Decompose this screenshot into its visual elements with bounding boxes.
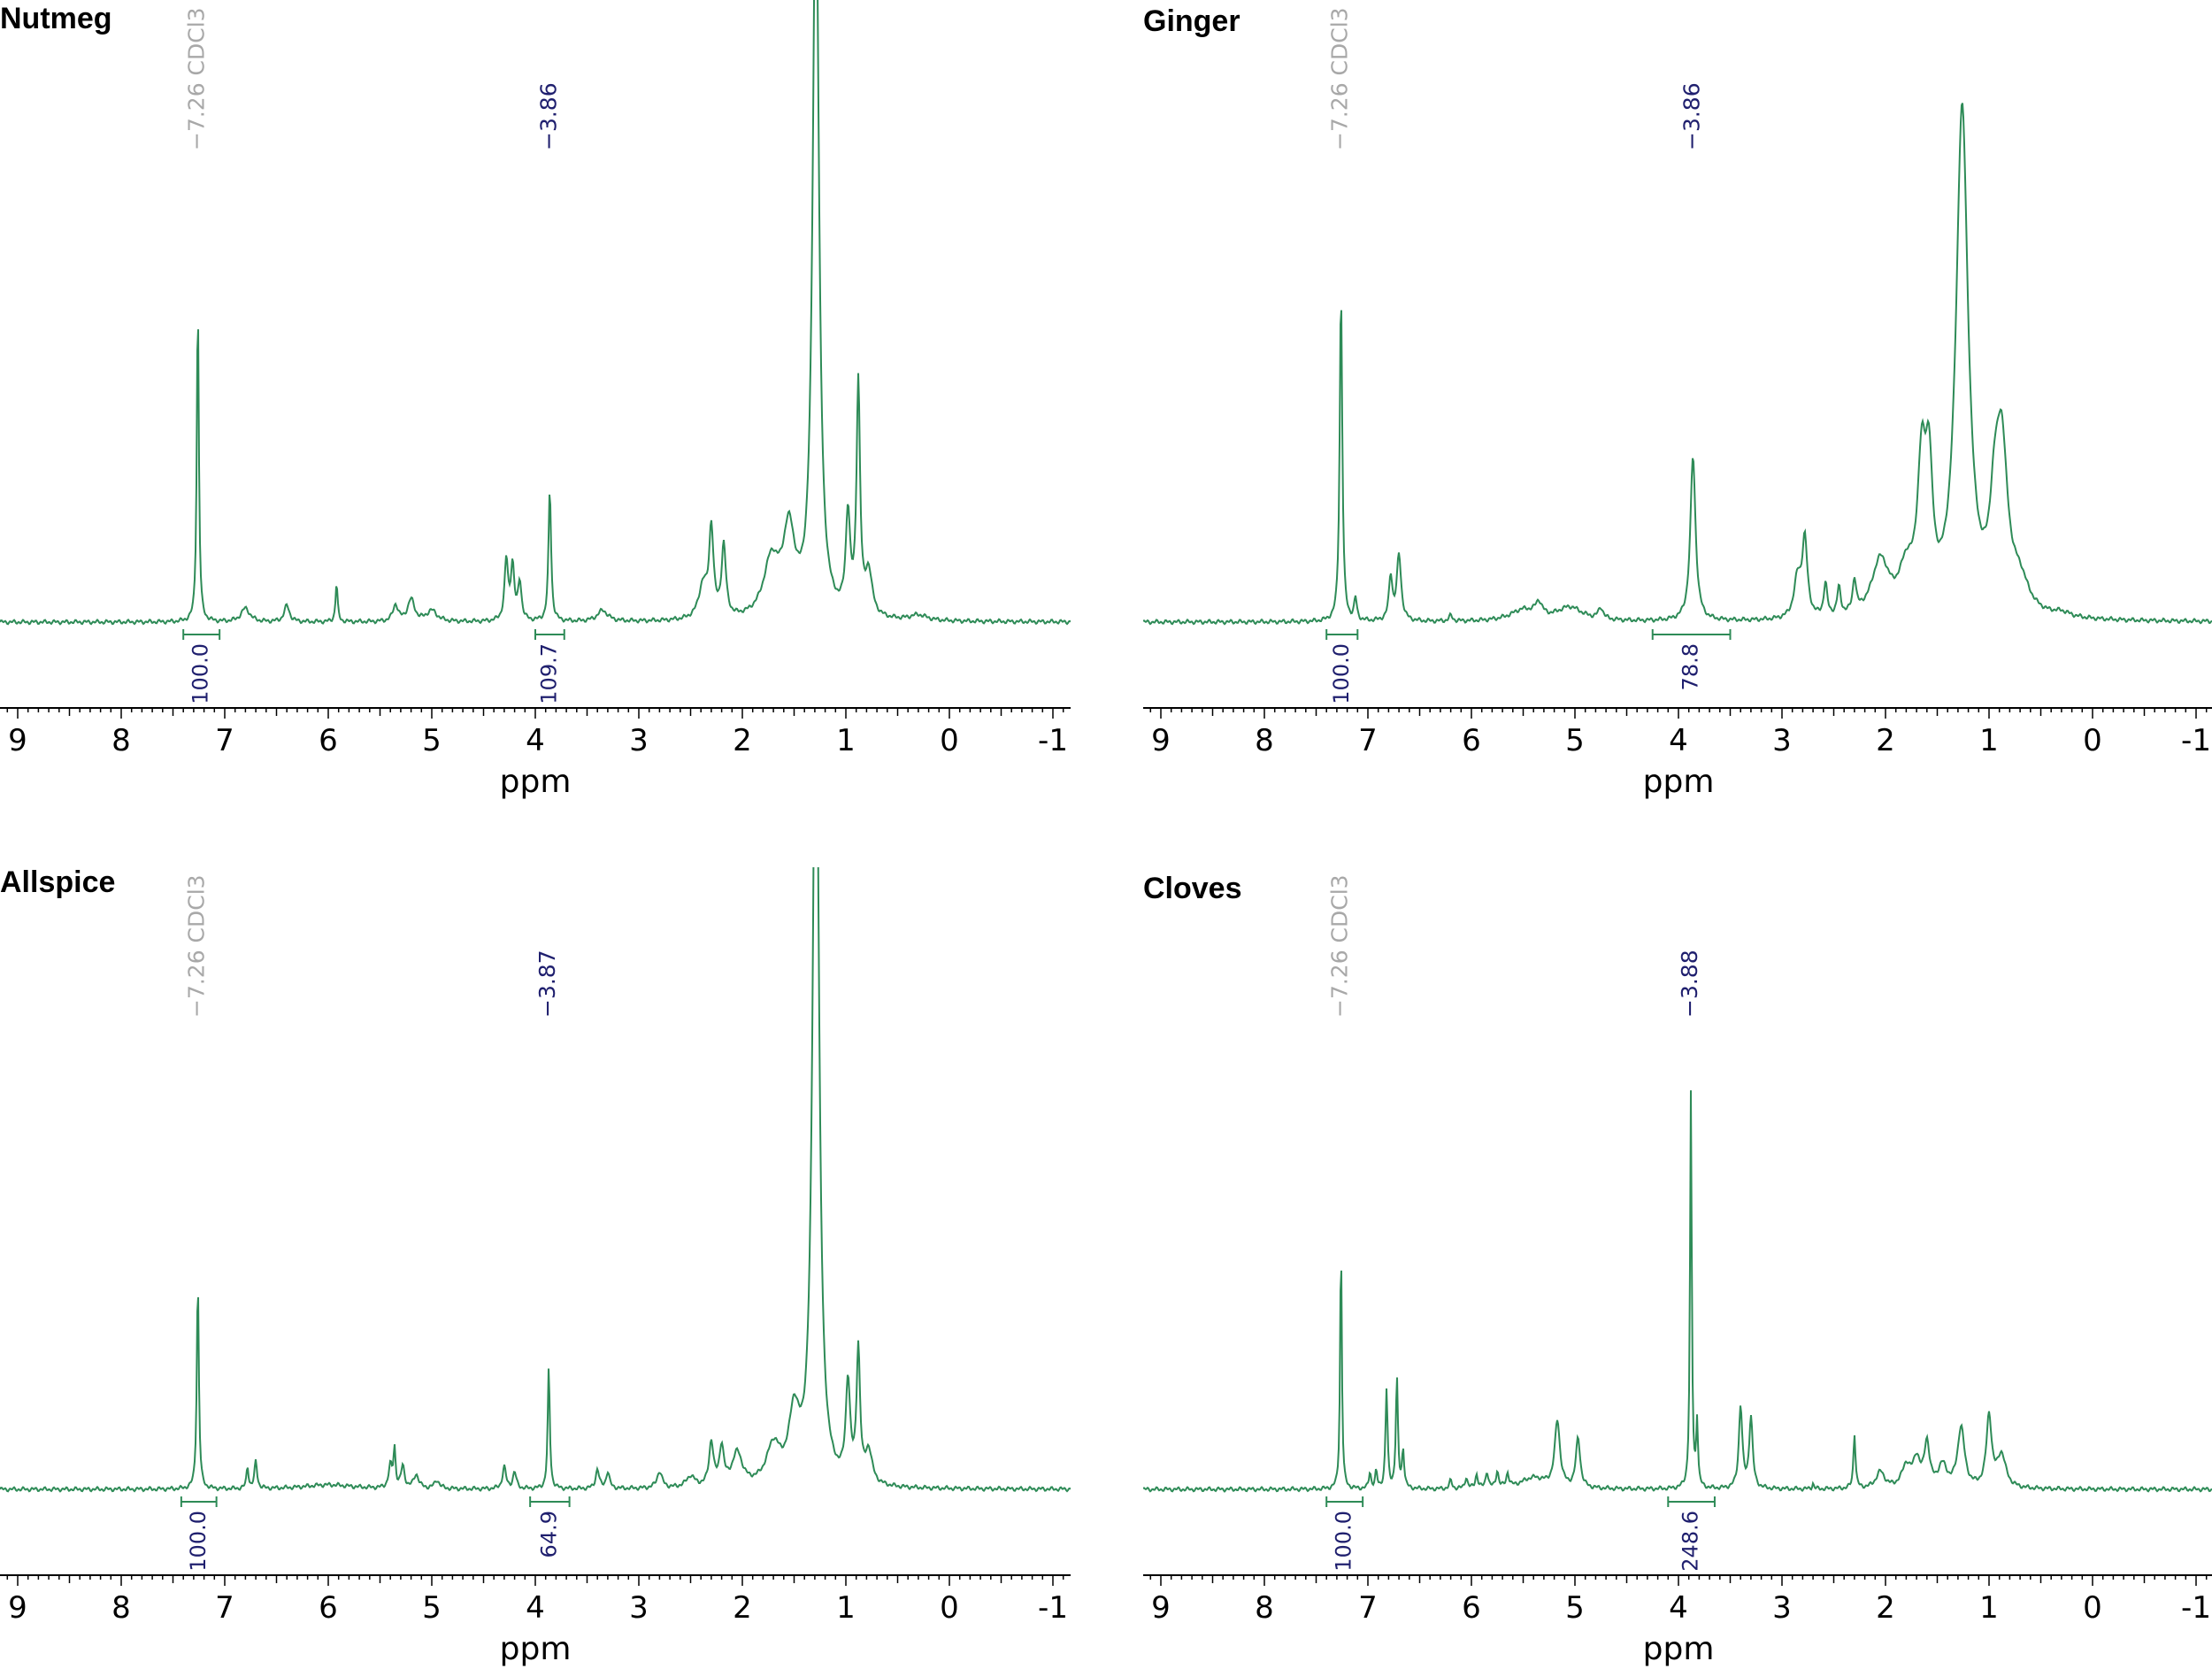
spectrum-trace	[1143, 103, 2212, 626]
x-tick-label: -1	[1038, 1590, 1068, 1626]
x-tick-label: 0	[2083, 723, 2102, 758]
integral-value: 100.0	[1329, 643, 1354, 704]
x-tick-label: 5	[1565, 1590, 1585, 1626]
x-tick-label: 9	[8, 1590, 27, 1626]
spectrum-panel-allspice: Allspice −7.26 CDCl3 −3.87 100.0 64.9 9 8 7 6 5 4 3…	[0, 865, 1071, 1667]
solvent-peak-label: −7.26 CDCl3	[184, 874, 210, 1018]
x-axis-label: ppm	[500, 764, 572, 800]
spectrum-trace	[0, 867, 1071, 1493]
x-tick-label: 9	[1151, 1590, 1171, 1626]
x-axis-label: ppm	[1643, 764, 1715, 800]
x-tick-label: 5	[422, 1590, 442, 1626]
integral-value: 64.9	[536, 1511, 561, 1557]
x-tick-label: 2	[733, 1590, 752, 1626]
x-tick-label: 1	[1979, 1590, 1999, 1626]
integral-value: 100.0	[1332, 1511, 1356, 1572]
x-tick-label: 8	[1255, 1590, 1274, 1626]
x-tick-label: 8	[111, 1590, 131, 1626]
panel-title: Allspice	[0, 865, 115, 899]
x-tick-label: 4	[526, 1590, 545, 1626]
x-tick-label: 6	[319, 723, 338, 758]
x-tick-label: -1	[2181, 1590, 2211, 1626]
x-tick-label: 9	[1151, 723, 1171, 758]
x-axis-label: ppm	[500, 1631, 572, 1667]
spectrum-trace	[1143, 1090, 2212, 1493]
peak-shift-label: −3.87	[534, 950, 560, 1018]
x-tick-label: 5	[422, 723, 442, 758]
integral-value: 100.0	[186, 1511, 211, 1572]
x-tick-label: 0	[2083, 1590, 2102, 1626]
x-tick-label: 1	[1979, 723, 1999, 758]
x-tick-label: 2	[1876, 723, 1895, 758]
solvent-peak-label: −7.26 CDCl3	[1327, 7, 1353, 150]
spectrum-panel-ginger: Ginger −7.26 CDCl3 −3.86 100.0 78.8 9 8 7 6 5 4 3 2 1…	[1143, 4, 2212, 800]
solvent-peak-label: −7.26 CDCl3	[184, 7, 210, 150]
panel-title: Nutmeg	[0, 2, 112, 35]
spectrum-trace	[0, 0, 1071, 626]
x-tick-label: 8	[1255, 723, 1274, 758]
solvent-peak-label: −7.26 CDCl3	[1327, 874, 1353, 1018]
x-tick-label: -1	[1038, 723, 1068, 758]
x-tick-label: 9	[8, 723, 27, 758]
x-tick-label: 6	[1462, 1590, 1481, 1626]
peak-shift-label: −3.86	[535, 82, 561, 150]
spectrum-panel-cloves: Cloves −7.26 CDCl3 −3.88 100.0 248.6 9 8 7 6 5 4 3 2…	[1143, 872, 2212, 1667]
x-tick-label: 5	[1565, 723, 1585, 758]
x-tick-label: 3	[1772, 1590, 1792, 1626]
peak-shift-label: −3.88	[1677, 950, 1702, 1018]
x-tick-label: 7	[1358, 723, 1378, 758]
panel-title: Ginger	[1143, 4, 1240, 38]
x-tick-label: -1	[2181, 723, 2211, 758]
x-tick-label: 6	[1462, 723, 1481, 758]
spectrum-panel-nutmeg: Nutmeg −7.26 CDCl3 −3.86 100.0 109.7 9 8 7 6 5 4 3 2…	[0, 0, 1071, 800]
x-tick-label: 6	[319, 1590, 338, 1626]
x-tick-label: 3	[629, 1590, 649, 1626]
x-tick-label: 3	[629, 723, 649, 758]
panel-title: Cloves	[1143, 872, 1242, 905]
integral-value: 109.7	[536, 643, 561, 704]
x-tick-label: 7	[1358, 1590, 1378, 1626]
x-tick-label: 2	[733, 723, 752, 758]
x-axis-label: ppm	[1643, 1631, 1715, 1667]
x-tick-label: 8	[111, 723, 131, 758]
x-tick-label: 3	[1772, 723, 1792, 758]
x-tick-label: 1	[836, 1590, 856, 1626]
integral-value: 248.6	[1678, 1511, 1703, 1572]
x-tick-label: 0	[940, 723, 959, 758]
integral-value: 78.8	[1678, 643, 1703, 690]
x-tick-label: 2	[1876, 1590, 1895, 1626]
x-tick-label: 1	[836, 723, 856, 758]
x-tick-label: 4	[1669, 723, 1688, 758]
peak-shift-label: −3.86	[1678, 82, 1704, 150]
x-tick-label: 7	[215, 1590, 234, 1626]
x-tick-label: 0	[940, 1590, 959, 1626]
x-tick-label: 4	[1669, 1590, 1688, 1626]
x-tick-label: 4	[526, 723, 545, 758]
x-tick-label: 7	[215, 723, 234, 758]
integral-value: 100.0	[188, 643, 213, 704]
